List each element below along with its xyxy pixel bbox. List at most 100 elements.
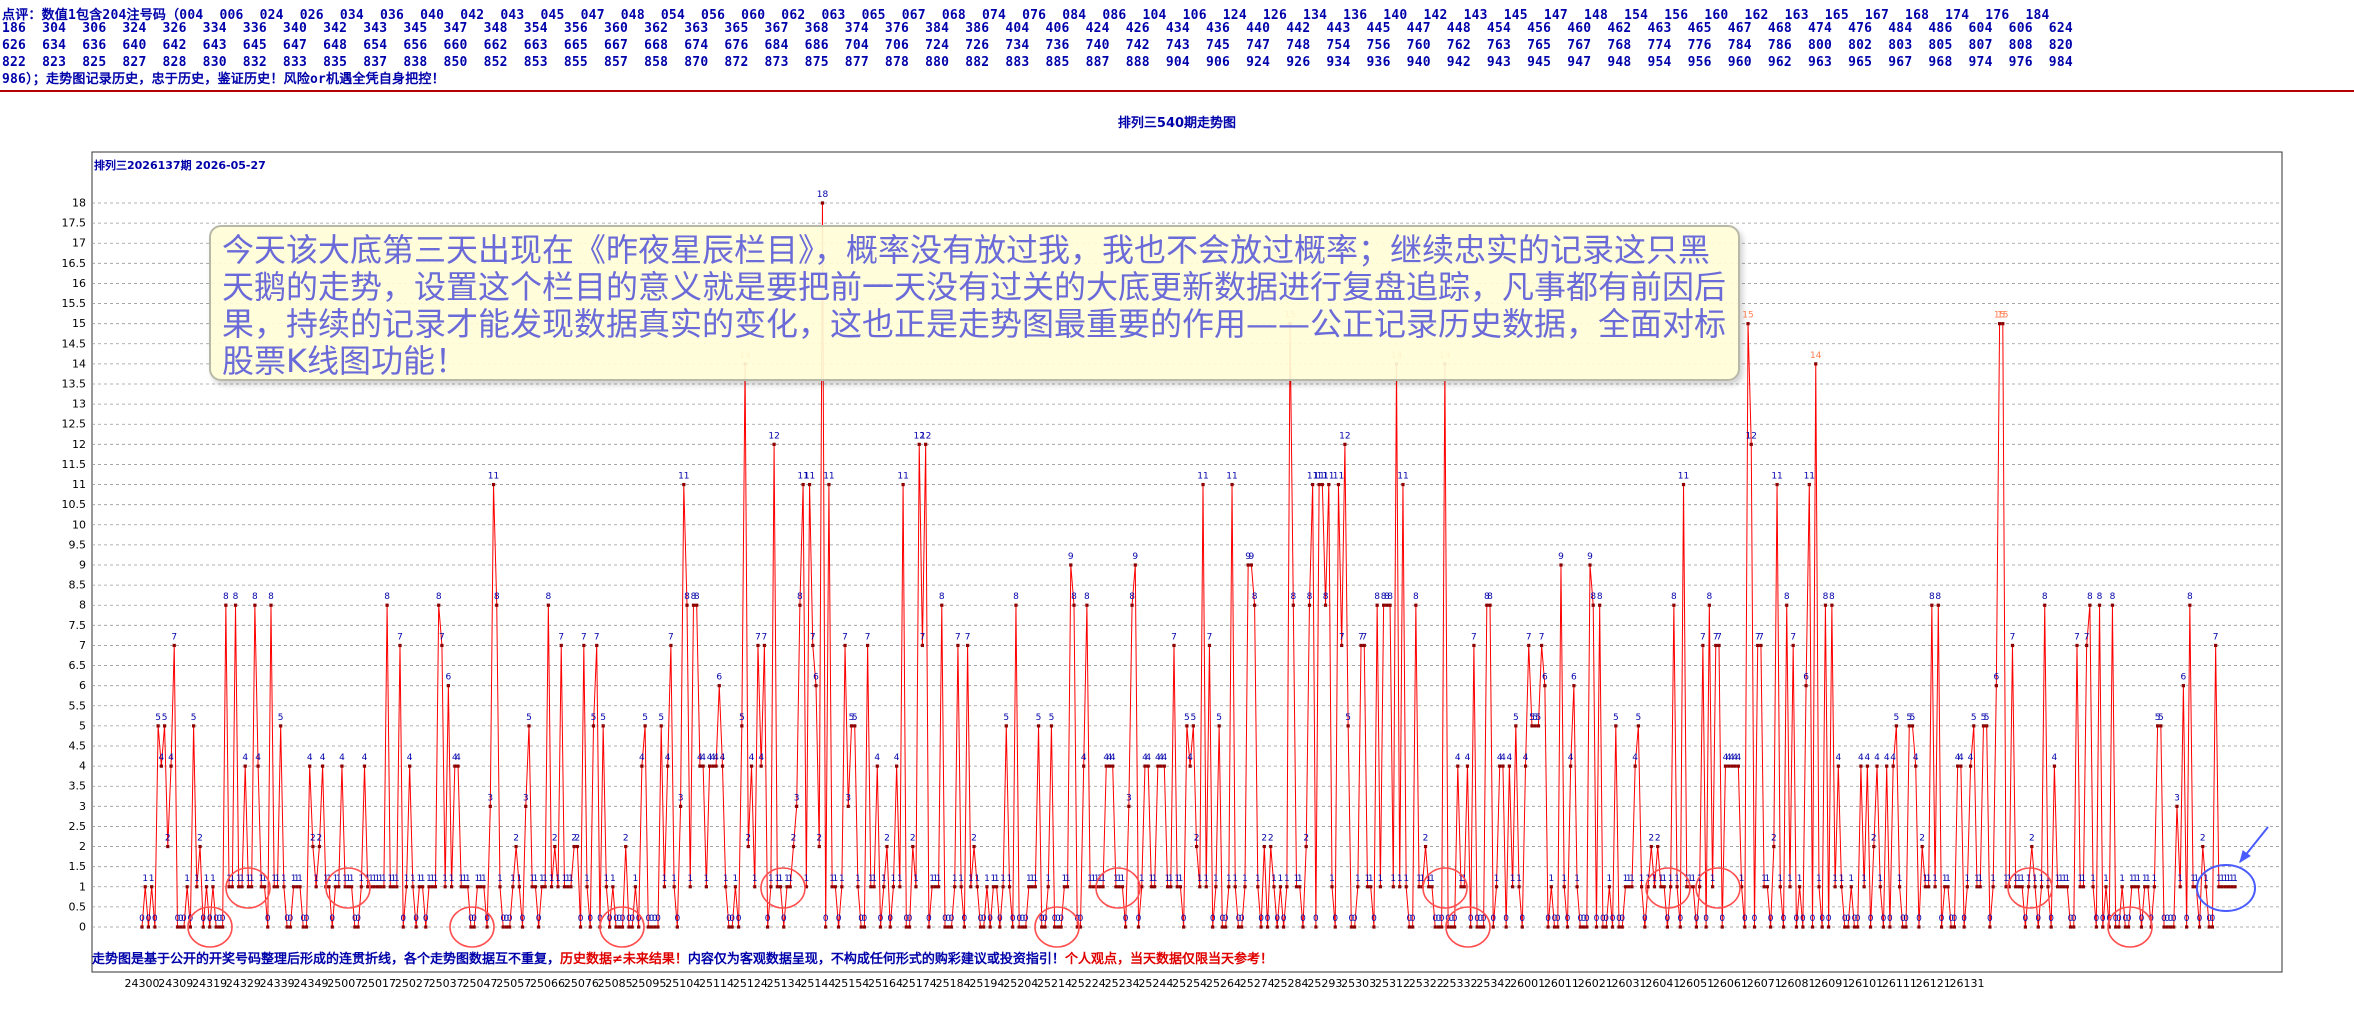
header-line-2: 186 304 306 324 326 334 336 340 342 343 … bbox=[2, 21, 2073, 36]
data-point bbox=[346, 885, 350, 889]
y-tick-label: 17 bbox=[72, 237, 86, 250]
data-point bbox=[462, 885, 467, 889]
data-point bbox=[2223, 885, 2227, 889]
data-point bbox=[749, 764, 754, 768]
data-point bbox=[2033, 885, 2037, 889]
data-point bbox=[530, 885, 534, 889]
data-point bbox=[1859, 764, 1863, 768]
data-label: 7 bbox=[842, 632, 848, 642]
data-label: 8 bbox=[545, 592, 551, 602]
annotation-box bbox=[209, 225, 1740, 381]
data-point bbox=[1365, 885, 1370, 889]
data-label: 4 bbox=[407, 753, 413, 763]
data-label: 1 bbox=[881, 874, 887, 884]
data-point bbox=[727, 925, 731, 929]
data-point bbox=[1062, 885, 1066, 889]
data-label: 1 bbox=[855, 874, 861, 884]
data-label: 0 bbox=[2093, 914, 2099, 924]
data-point bbox=[1498, 764, 1502, 768]
data-point bbox=[2104, 885, 2108, 889]
data-point bbox=[1991, 885, 1995, 889]
x-tick-label: 25164 bbox=[868, 977, 903, 990]
data-label: 8 bbox=[1323, 592, 1329, 602]
data-label: 1 bbox=[2103, 874, 2109, 884]
data-label: 6 bbox=[1571, 673, 1577, 683]
data-point bbox=[704, 885, 708, 889]
data-label: 1 bbox=[194, 874, 200, 884]
data-label: 11 bbox=[1397, 472, 1408, 482]
data-label: 1 bbox=[1897, 874, 1903, 884]
data-point bbox=[320, 764, 325, 768]
data-label: 8 bbox=[1823, 592, 1829, 602]
data-label: 5 bbox=[1216, 713, 1222, 723]
data-label: 0 bbox=[1410, 914, 1416, 924]
data-label: 15 bbox=[1994, 311, 2005, 321]
data-point bbox=[317, 844, 321, 849]
data-point bbox=[1694, 925, 1699, 929]
data-label: 4 bbox=[168, 753, 174, 763]
data-point bbox=[1814, 362, 1818, 366]
data-label: 0 bbox=[823, 914, 829, 924]
highlight-circle bbox=[1645, 867, 1691, 909]
x-tick-label: 25124 bbox=[733, 977, 768, 990]
data-label: 1 bbox=[2077, 874, 2083, 884]
data-point bbox=[1552, 925, 1557, 929]
data-point bbox=[1630, 885, 1634, 889]
data-label: 0 bbox=[304, 914, 310, 924]
data-point bbox=[250, 885, 254, 889]
y-tick-label: 16 bbox=[72, 277, 86, 290]
data-label: 2 bbox=[816, 834, 822, 844]
data-label: 1 bbox=[1861, 874, 1867, 884]
data-label: 7 bbox=[2213, 632, 2219, 642]
data-point bbox=[1359, 643, 1363, 648]
x-tick-label: 25244 bbox=[1138, 977, 1173, 990]
data-point bbox=[1727, 764, 1731, 768]
x-tick-label: 26121 bbox=[1916, 977, 1951, 990]
data-point bbox=[1868, 925, 1873, 929]
data-point bbox=[1117, 885, 1121, 889]
data-label: 8 bbox=[1487, 592, 1493, 602]
data-label: 1 bbox=[1923, 874, 1929, 884]
data-label: 8 bbox=[384, 592, 390, 602]
data-point bbox=[888, 925, 892, 929]
data-point bbox=[1707, 603, 1711, 607]
data-point bbox=[843, 643, 847, 648]
data-point bbox=[514, 844, 518, 849]
data-label: 12 bbox=[920, 431, 931, 441]
data-point bbox=[256, 764, 260, 768]
data-label: 4 bbox=[1874, 753, 1880, 763]
data-label: 7 bbox=[397, 632, 403, 642]
data-point bbox=[501, 925, 505, 929]
annotation-text: 今天该大底第三天出现在《昨夜星辰栏目》，概率没有放过我，我也不会放过概率；继续忠… bbox=[222, 231, 1727, 380]
data-point bbox=[1111, 764, 1115, 768]
data-point bbox=[930, 885, 934, 889]
data-point bbox=[391, 885, 396, 889]
data-point bbox=[1040, 925, 1044, 929]
data-point bbox=[2023, 925, 2027, 929]
data-label: 1 bbox=[1271, 874, 1277, 884]
data-label: 8 bbox=[1671, 592, 1677, 602]
x-tick-label: 26131 bbox=[1950, 977, 1985, 990]
data-point bbox=[1207, 643, 1212, 648]
data-point bbox=[740, 724, 744, 728]
data-label: 4 bbox=[1884, 753, 1890, 763]
data-point bbox=[1675, 885, 1679, 889]
data-label: 7 bbox=[1361, 632, 1367, 642]
data-label: 7 bbox=[2084, 632, 2090, 642]
data-label: 0 bbox=[1439, 914, 1445, 924]
data-label: 4 bbox=[339, 753, 345, 763]
data-point bbox=[1307, 603, 1312, 607]
data-point bbox=[1691, 885, 1695, 889]
data-label: 1 bbox=[1668, 874, 1674, 884]
data-point bbox=[1865, 764, 1869, 768]
data-label: 0 bbox=[213, 914, 219, 924]
data-point bbox=[437, 603, 441, 607]
data-label: 0 bbox=[729, 914, 735, 924]
data-point bbox=[162, 724, 167, 728]
data-point bbox=[1888, 925, 1892, 929]
data-point bbox=[2107, 925, 2111, 929]
data-point bbox=[356, 925, 360, 929]
data-point bbox=[604, 885, 608, 889]
data-label: 0 bbox=[907, 914, 913, 924]
x-tick-label: 25264 bbox=[1206, 977, 1241, 990]
